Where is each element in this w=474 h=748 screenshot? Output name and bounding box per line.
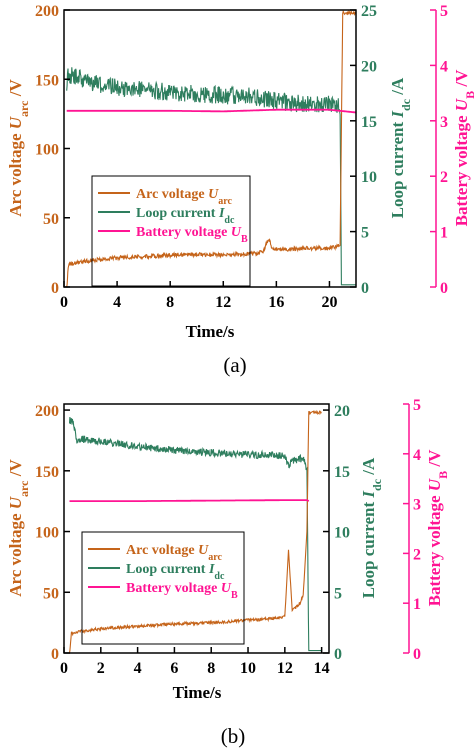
current-tick-label-a-4: 20 xyxy=(361,58,377,75)
series-line-arc-b xyxy=(68,409,322,653)
current-tick-label-a-3: 15 xyxy=(361,114,377,131)
x-axis-b: 0 2 4 6 8 10 12 14 xyxy=(60,647,330,677)
left-tick-label-b-4: 200 xyxy=(35,403,59,420)
legend-label-loop-a: Loop current Idc xyxy=(136,206,235,226)
left-axis-label-a: Arc voltage Uarc /V xyxy=(6,79,31,217)
legend-label-battery-a: Battery voltage UB xyxy=(136,225,248,245)
left-tick-label-a-0: 0 xyxy=(51,280,59,297)
legend-label-loop-b: Loop current Idc xyxy=(126,562,225,582)
right-axis-battery-label-b: Battery voltage UB /V xyxy=(425,449,450,606)
battery-tick-label-a-0: 0 xyxy=(440,280,448,297)
battery-tick-label-b-3: 3 xyxy=(413,497,421,514)
legend-label-arc-a: Arc voltage Uarc xyxy=(136,187,232,207)
right-axis-current-label-a: Loop current Idc /A xyxy=(388,77,413,218)
current-tick-label-b-1: 5 xyxy=(334,585,342,602)
left-axis-a: 0 50 100 150 200 xyxy=(35,3,70,297)
left-tick-label-b-1: 50 xyxy=(43,585,59,602)
series-group-a xyxy=(66,10,356,287)
x-tick-label-a-1: 4 xyxy=(113,294,121,311)
x-axis-label-b: Time/s xyxy=(173,683,222,702)
left-axis-b: 0 50 100 150 200 xyxy=(35,403,70,663)
battery-tick-label-a-3: 3 xyxy=(440,114,448,131)
right-axis-battery-label-a: Battery voltage UB /V xyxy=(452,69,474,226)
right-axis-current-label-b: Loop current Idc /A xyxy=(359,457,384,598)
current-tick-label-b-2: 10 xyxy=(334,525,350,542)
series-group-b xyxy=(68,409,322,653)
current-tick-label-a-1: 5 xyxy=(361,225,369,242)
right-axis-battery-a: 0 1 2 3 4 5 xyxy=(430,3,448,297)
legend-box-b xyxy=(81,531,245,645)
series-line-loop-b xyxy=(68,416,322,652)
left-axis-label-b: Arc voltage Uarc /V xyxy=(6,459,31,597)
caption-a: (a) xyxy=(223,353,246,377)
current-tick-label-b-4: 20 xyxy=(334,403,350,420)
battery-tick-label-b-4: 4 xyxy=(413,447,421,464)
series-line-loop-a xyxy=(66,67,356,286)
x-tick-label-b-1: 2 xyxy=(97,660,105,677)
battery-tick-label-b-0: 0 xyxy=(413,646,421,663)
current-tick-label-a-0: 0 xyxy=(361,280,369,297)
legend-label-arc-b: Arc voltage Uarc xyxy=(126,543,222,563)
battery-tick-label-a-2: 2 xyxy=(440,169,448,186)
legend-label-battery-b: Battery voltage UB xyxy=(126,581,238,601)
x-tick-label-a-2: 8 xyxy=(166,294,174,311)
left-tick-label-a-4: 200 xyxy=(35,3,59,20)
battery-tick-label-a-4: 4 xyxy=(440,58,448,75)
x-tick-label-b-2: 4 xyxy=(134,660,142,677)
left-tick-label-a-3: 150 xyxy=(35,72,59,89)
current-tick-label-b-0: 0 xyxy=(334,646,342,663)
caption-b: (b) xyxy=(221,724,246,748)
x-tick-label-a-4: 16 xyxy=(268,294,284,311)
current-tick-label-b-3: 15 xyxy=(334,464,350,481)
x-tick-label-a-0: 0 xyxy=(60,294,68,311)
legend-box-a xyxy=(91,175,251,287)
right-axis-current-b: 0 5 10 15 20 xyxy=(323,403,350,663)
right-axis-battery-b: 0 1 2 3 4 5 xyxy=(403,397,421,663)
current-tick-label-a-5: 25 xyxy=(361,3,377,20)
battery-tick-label-b-5: 5 xyxy=(413,397,421,414)
x-tick-label-b-0: 0 xyxy=(60,660,68,677)
left-tick-label-b-0: 0 xyxy=(51,646,59,663)
battery-tick-label-a-5: 5 xyxy=(440,3,448,20)
series-line-battery-b xyxy=(69,499,310,502)
x-tick-label-a-3: 12 xyxy=(215,294,231,311)
battery-tick-label-a-1: 1 xyxy=(440,225,448,242)
plot-area-a xyxy=(63,9,357,288)
current-tick-label-a-2: 10 xyxy=(361,169,377,186)
x-tick-label-b-3: 6 xyxy=(170,660,178,677)
left-tick-label-b-2: 100 xyxy=(35,525,59,542)
x-tick-label-b-5: 10 xyxy=(240,660,256,677)
left-tick-label-a-1: 50 xyxy=(43,211,59,228)
plot-area-b xyxy=(63,403,330,654)
battery-tick-label-b-1: 1 xyxy=(413,596,421,613)
x-tick-label-b-7: 14 xyxy=(314,660,330,677)
left-tick-label-a-2: 100 xyxy=(35,142,59,159)
battery-tick-label-b-2: 2 xyxy=(413,546,421,563)
series-line-battery-a xyxy=(66,108,356,114)
x-tick-label-b-4: 8 xyxy=(207,660,215,677)
right-axis-current-a: 0 5 10 15 20 25 xyxy=(350,3,377,297)
x-tick-label-b-6: 12 xyxy=(277,660,293,677)
x-axis-label-a: Time/s xyxy=(186,322,235,341)
x-tick-label-a-5: 20 xyxy=(321,294,337,311)
left-tick-label-b-3: 150 xyxy=(35,464,59,481)
series-line-arc-a xyxy=(66,10,356,287)
